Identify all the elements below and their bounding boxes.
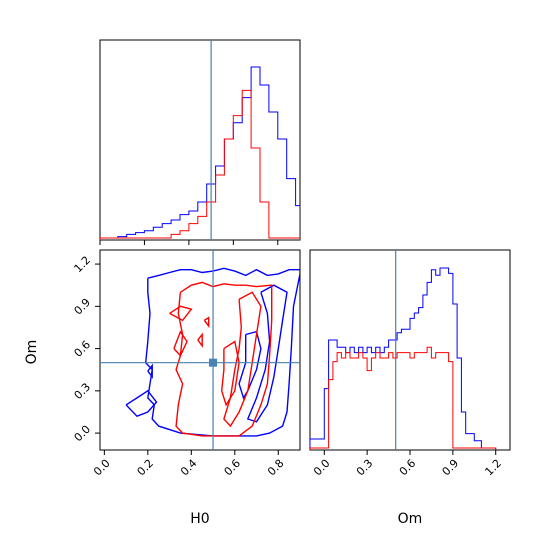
joint-ytick-label-0: 0.0 — [72, 423, 94, 445]
om-hist-blue — [310, 267, 497, 450]
joint-ytick-label-2: 0.6 — [72, 338, 94, 360]
joint-xtick-label-0: 0.0 — [91, 457, 113, 479]
blue-contour-4 — [246, 284, 288, 423]
om-hist-red — [310, 346, 497, 450]
red-contour-3 — [173, 330, 188, 357]
h0-hist-red — [100, 89, 300, 240]
joint-xtick-label-3: 0.6 — [222, 457, 244, 479]
joint-contours — [125, 267, 300, 437]
joint-xtick-label-1: 0.2 — [135, 457, 157, 479]
om-xtick-label-0: 0.0 — [311, 457, 333, 479]
red-contour-6 — [197, 332, 203, 348]
om-xtick-label-4: 1.2 — [482, 457, 504, 479]
joint-ytick-label-3: 0.9 — [72, 296, 94, 318]
joint-ytick-label-1: 0.3 — [72, 380, 94, 402]
h0-hist-blue — [100, 66, 300, 240]
om-marginal-frame — [309, 249, 511, 451]
joint-xtick-label-2: 0.4 — [178, 457, 200, 479]
joint-truth-marker — [209, 358, 218, 367]
h0-marginal-frame — [99, 39, 301, 241]
red-contour-7 — [203, 316, 210, 329]
om-xtick-label-3: 0.9 — [440, 457, 462, 479]
red-contour-4 — [223, 291, 262, 428]
om-xtick-label-2: 0.6 — [397, 457, 419, 479]
om-xtick-label-1: 0.3 — [354, 457, 376, 479]
om-marginal-xlabel: Om — [398, 511, 423, 527]
red-contour-1 — [175, 281, 273, 437]
joint-frame — [99, 249, 301, 451]
om-marginal-panel: 0.0 0.3 0.6 0.9 1.2 — [309, 249, 511, 479]
joint-ytick-label-4: 1.2 — [72, 254, 94, 276]
red-contour-2 — [169, 305, 193, 322]
h0-marginal-panel — [99, 39, 301, 245]
joint-xlabel: H0 — [190, 511, 209, 527]
joint-ylabel: Om — [24, 340, 40, 365]
joint-xtick-label-4: 0.8 — [265, 457, 287, 479]
blue-contour-5 — [238, 330, 262, 400]
red-contour-5 — [220, 340, 240, 407]
blue-contour-2 — [125, 389, 158, 418]
h0-histograms — [100, 66, 300, 240]
blue-contour-3 — [147, 363, 153, 379]
blue-contour-1 — [144, 267, 300, 437]
om-histograms — [310, 267, 497, 450]
joint-panel: 0.0 0.2 0.4 0.6 0.8 0.0 0.3 0.6 0.9 1.2 — [72, 249, 301, 479]
